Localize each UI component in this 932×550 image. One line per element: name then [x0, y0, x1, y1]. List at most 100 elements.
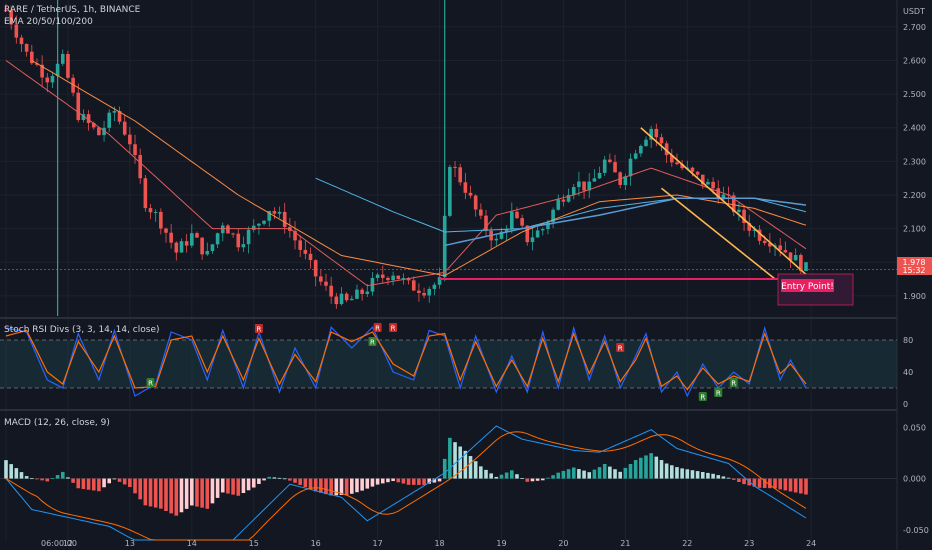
candle-body [30, 51, 34, 64]
candle-body [169, 232, 173, 243]
candle-body [762, 240, 767, 244]
macd-histogram-bar [210, 478, 215, 504]
macd-histogram-bar [623, 467, 628, 479]
macd-histogram-bar [602, 463, 607, 479]
candle-body [205, 251, 210, 255]
candle-body [153, 211, 158, 213]
macd-histogram-bar [793, 478, 798, 493]
stoch-tick-label: 80 [903, 336, 913, 345]
candle-body [556, 199, 561, 210]
macd-legend[interactable]: MACD (12, 26, close, 9) [4, 418, 110, 428]
macd-histogram-bar [757, 478, 762, 488]
macd-histogram-bar [690, 470, 695, 479]
macd-histogram-bar [365, 478, 370, 489]
macd-histogram-bar [334, 478, 339, 496]
candle-body [628, 158, 633, 177]
candle-body [437, 277, 442, 285]
macd-histogram-bar [184, 478, 189, 509]
macd-histogram-bar [236, 478, 241, 496]
ema-lines [5, 60, 807, 287]
candle-body [386, 277, 390, 281]
macd-histogram-bar [246, 478, 251, 491]
candle-body [97, 127, 101, 136]
macd-histogram-bar [195, 478, 199, 507]
stoch-signal-marker [373, 323, 382, 332]
candle-body [468, 192, 473, 196]
macd-histogram-bar [30, 478, 34, 480]
candle-body [592, 178, 597, 182]
macd-histogram-bar [179, 478, 184, 513]
candle-body [566, 194, 571, 202]
macd-histogram-bar [778, 478, 782, 490]
macd-histogram-bar [117, 478, 122, 482]
candle-body [484, 215, 488, 231]
time-tick-label: 16 [311, 539, 321, 548]
candle-body [200, 237, 204, 255]
time-tick-label: 18 [434, 539, 444, 548]
candle-body [659, 137, 664, 144]
candle-body [551, 209, 555, 223]
candle-body [644, 139, 648, 146]
macd-histogram-bar [479, 466, 483, 479]
macd-histogram-bar [628, 463, 633, 479]
macd-histogram-bar [582, 470, 586, 479]
macd-histogram-bar [515, 474, 519, 479]
macd-histogram-bar [45, 478, 50, 482]
stoch-signal-label: R [391, 325, 396, 333]
macd-histogram-bar [799, 478, 803, 494]
macd-histogram-bar [633, 460, 638, 479]
candle-body [365, 291, 370, 294]
macd-histogram-bar [24, 476, 29, 479]
candle-body [422, 292, 426, 296]
candle-body [267, 211, 272, 221]
macd-histogram-bar [4, 460, 8, 479]
candle-body [277, 211, 282, 214]
candle-body [257, 223, 261, 226]
macd-histogram-bar [205, 478, 210, 509]
candle-body [571, 187, 576, 195]
candle-body [148, 208, 153, 213]
symbol-title: RARE / TetherUS, 1h, BINANCE [4, 5, 141, 15]
candle-body [494, 238, 499, 241]
candle-body [215, 233, 220, 245]
macd-histogram-bar [670, 465, 674, 479]
macd-histogram-bar [370, 478, 375, 487]
stoch-signal-label: R [700, 394, 705, 402]
symbol-legend[interactable]: RARE / TetherUS, 1h, BINANCE EMA 20/50/1… [4, 4, 140, 28]
candle-body [50, 75, 55, 83]
ema-20-line [5, 60, 807, 287]
macd-histogram-bar [282, 478, 287, 480]
candle-body [411, 280, 416, 291]
candle-body [582, 181, 586, 191]
candle-body [195, 233, 199, 238]
last-price-countdown: 15:32 [902, 266, 925, 275]
candle-body [504, 228, 509, 232]
stoch-k-line [5, 325, 807, 398]
candle-body [608, 159, 612, 163]
candle-body [675, 162, 679, 165]
stoch-tick-label: 40 [903, 368, 913, 377]
macd-histogram-bar [220, 478, 225, 493]
stoch-signal-label: R [370, 339, 375, 347]
time-tick-label: 21 [620, 539, 630, 548]
macd-histogram-bar [726, 477, 731, 479]
macd-histogram-bar [251, 478, 256, 488]
candle-body [664, 143, 669, 156]
stoch-signal-marker [698, 392, 707, 401]
candle-body [670, 155, 674, 163]
macd-histogram-bar [535, 478, 540, 481]
macd-histogram-bar [143, 478, 148, 506]
candle-body [706, 181, 710, 185]
macd-histogram-bar [432, 478, 437, 483]
macd-histogram-bar [448, 437, 452, 479]
time-tick-label: 14 [187, 539, 197, 548]
stoch-legend[interactable]: Stoch RSI Divs (3, 3, 14, 14, close) [4, 325, 160, 335]
price-tick-label: 2.500 [903, 90, 926, 99]
macd-histogram-bar [530, 478, 535, 482]
macd-histogram-bar [571, 467, 576, 479]
macd-histogram-bar [618, 471, 622, 479]
candle-body [396, 275, 401, 280]
candle-body [458, 167, 462, 183]
candle-body [778, 245, 782, 251]
